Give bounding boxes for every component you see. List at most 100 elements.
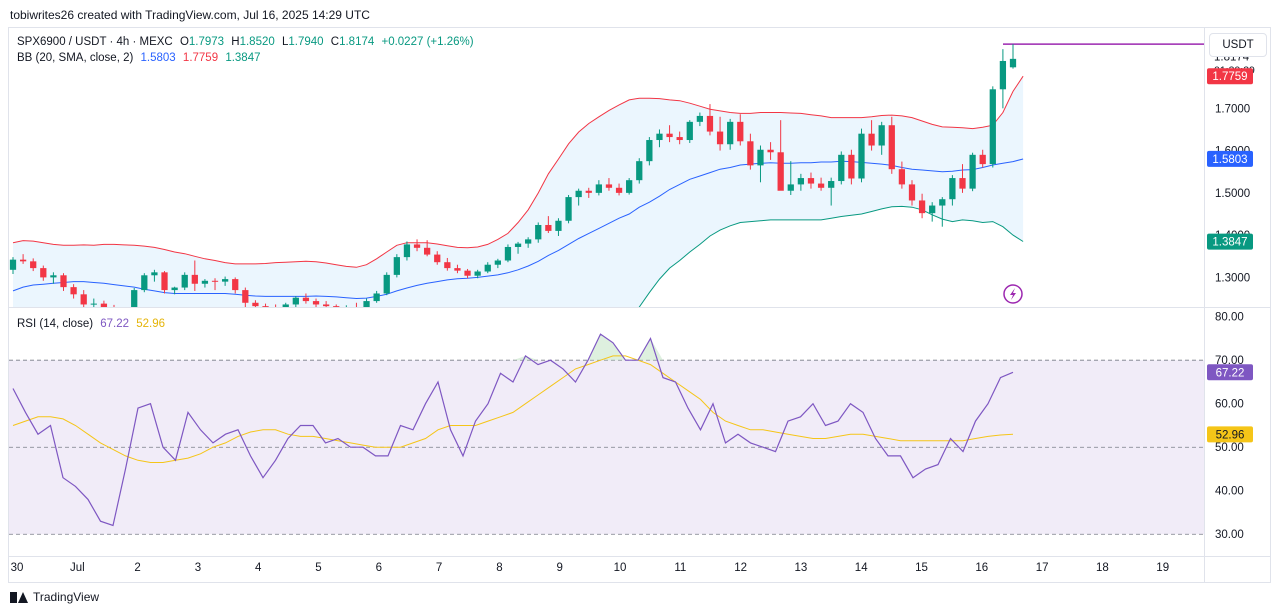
candle[interactable] <box>211 278 219 291</box>
candle[interactable] <box>30 258 37 272</box>
candle[interactable] <box>232 277 239 294</box>
candle[interactable] <box>141 273 148 293</box>
candle[interactable] <box>353 302 359 311</box>
candle[interactable] <box>757 145 764 183</box>
candle[interactable] <box>585 187 592 198</box>
candle[interactable] <box>434 251 441 265</box>
candle[interactable] <box>373 290 380 303</box>
candle[interactable] <box>131 287 138 310</box>
candle[interactable] <box>383 272 390 296</box>
candle[interactable] <box>767 142 774 160</box>
candle[interactable] <box>323 301 330 310</box>
candle[interactable] <box>575 188 582 206</box>
candle[interactable] <box>999 49 1007 109</box>
candle[interactable] <box>858 128 865 183</box>
candle[interactable] <box>424 240 431 257</box>
candle[interactable] <box>918 193 926 219</box>
candle[interactable] <box>908 180 916 206</box>
candle[interactable] <box>817 177 825 191</box>
candle[interactable] <box>201 279 209 288</box>
candle[interactable] <box>615 183 623 196</box>
candle[interactable] <box>343 305 349 313</box>
currency-button[interactable]: USDT <box>1209 33 1267 57</box>
candle[interactable] <box>444 257 451 271</box>
candle[interactable] <box>494 258 501 269</box>
candle[interactable] <box>181 272 188 291</box>
symbol-label[interactable]: SPX6900 / USDT · 4h · MEXC <box>17 36 173 48</box>
rsi-label[interactable]: RSI (14, close) <box>17 318 94 330</box>
candle[interactable] <box>777 120 784 191</box>
candle[interactable] <box>797 173 805 191</box>
candle[interactable] <box>686 120 693 143</box>
candle[interactable] <box>888 116 895 174</box>
candle[interactable] <box>50 272 57 284</box>
candle[interactable] <box>111 304 117 315</box>
candle[interactable] <box>646 137 653 166</box>
candle[interactable] <box>504 244 512 263</box>
candle[interactable] <box>706 104 714 136</box>
candle[interactable] <box>40 265 47 281</box>
candle[interactable] <box>555 218 562 236</box>
candle[interactable] <box>565 194 572 224</box>
candle[interactable] <box>989 86 996 168</box>
candle[interactable] <box>535 222 542 243</box>
candle[interactable] <box>959 164 966 193</box>
candle[interactable] <box>484 262 491 274</box>
candle[interactable] <box>252 300 259 308</box>
candle[interactable] <box>969 152 976 192</box>
candle[interactable] <box>464 268 471 279</box>
candle[interactable] <box>514 241 522 254</box>
candle[interactable] <box>949 175 956 206</box>
candle[interactable] <box>727 118 734 150</box>
candle[interactable] <box>100 300 108 312</box>
candle[interactable] <box>979 149 986 168</box>
candle[interactable] <box>605 178 613 191</box>
candle[interactable] <box>939 197 946 227</box>
candle[interactable] <box>716 116 724 151</box>
candle[interactable] <box>545 216 552 234</box>
candle[interactable] <box>221 276 229 286</box>
candle[interactable] <box>636 158 643 184</box>
candle[interactable] <box>525 237 532 248</box>
candle[interactable] <box>454 264 461 274</box>
candle[interactable] <box>363 298 370 311</box>
candle[interactable] <box>333 304 340 312</box>
candle[interactable] <box>696 112 703 127</box>
candle[interactable] <box>595 180 602 196</box>
candle[interactable] <box>80 290 87 307</box>
candle[interactable] <box>151 269 158 282</box>
candle[interactable] <box>868 120 875 151</box>
candle[interactable] <box>161 271 168 294</box>
candle[interactable] <box>656 129 663 148</box>
candle[interactable] <box>262 303 269 312</box>
candle[interactable] <box>1009 44 1017 69</box>
candle[interactable] <box>302 293 310 304</box>
bb-label[interactable]: BB (20, SMA, close, 2) <box>17 52 134 64</box>
candle[interactable] <box>626 178 633 195</box>
candle[interactable] <box>929 202 936 222</box>
candle[interactable] <box>676 131 683 145</box>
candle[interactable] <box>90 298 97 310</box>
candle[interactable] <box>737 114 744 146</box>
candle[interactable] <box>60 273 67 291</box>
candle[interactable] <box>828 177 835 206</box>
tradingview-logo[interactable]: TradingView <box>10 590 99 604</box>
candle[interactable] <box>747 133 754 170</box>
candle[interactable] <box>19 254 27 264</box>
candle[interactable] <box>9 257 17 275</box>
candle[interactable] <box>474 269 481 279</box>
candle[interactable] <box>787 161 794 195</box>
candle[interactable] <box>292 296 299 307</box>
candle[interactable] <box>70 284 77 299</box>
candle[interactable] <box>878 121 885 155</box>
candle[interactable] <box>242 287 249 307</box>
candle[interactable] <box>838 151 845 185</box>
lightning-icon[interactable] <box>1003 284 1023 304</box>
candle[interactable] <box>413 239 421 252</box>
candle[interactable] <box>191 260 198 291</box>
candle[interactable] <box>848 149 855 185</box>
candle[interactable] <box>272 304 278 315</box>
candle[interactable] <box>121 307 127 318</box>
candle[interactable] <box>393 254 400 278</box>
